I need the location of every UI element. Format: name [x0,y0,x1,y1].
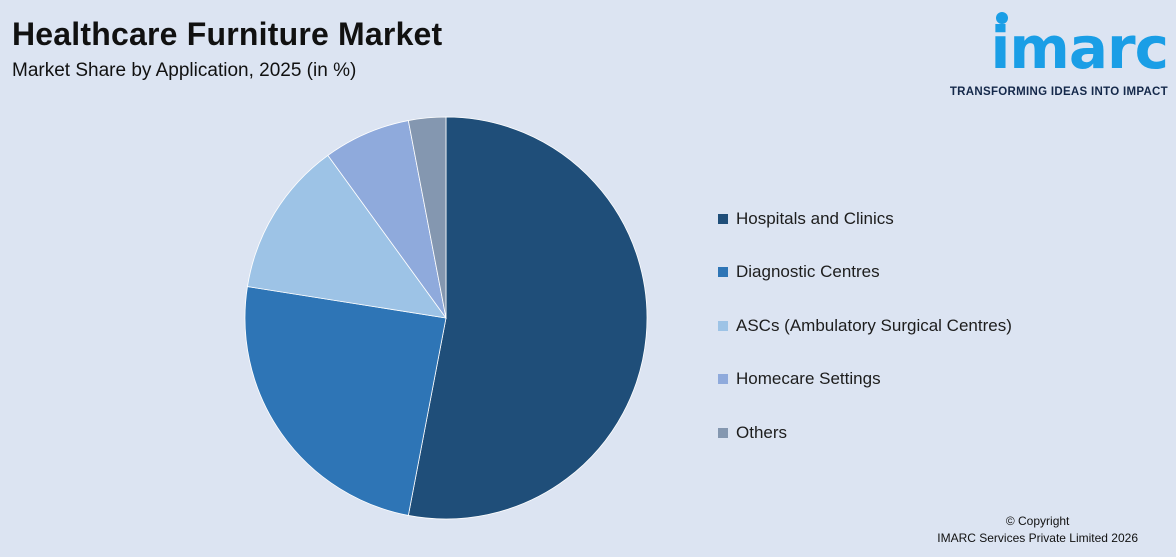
logo-wordmark: imarc [990,8,1169,88]
copyright-text: © Copyright [1005,514,1070,528]
pie-slice-others [407,116,447,319]
legend-label: Homecare Settings [736,369,881,389]
chart-legend: Hospitals and Clinics Diagnostic Centres A… [718,192,1012,460]
logo-dot-icon [995,12,1008,24]
pie-slice-ascs-ambulatory-surgical-centres [247,154,447,319]
pie-slice-diagnostic-centres [244,286,447,516]
legend-swatch [718,213,728,224]
legend-swatch [718,267,728,278]
legend-item: ASCs (Ambulatory Surgical Centres) [718,299,1012,353]
legend-item: Homecare Settings [718,353,1012,407]
legend-swatch [718,374,728,385]
logo-tagline: TRANSFORMING IDEAS INTO IMPACT [949,86,1168,98]
chart-subtitle: Market Share by Application, 2025 (in %) [12,60,357,81]
legend-item: Hospitals and Clinics [718,192,1012,246]
legend-swatch [718,427,728,438]
legend-label: ASCs (Ambulatory Surgical Centres) [736,315,1012,335]
legend-label: Others [736,422,788,442]
imarc-logo: imarc TRANSFORMING IDEAS INTO IMPACT [938,8,1169,98]
footer: © Copyright IMARC Services Private Limit… [937,513,1138,547]
legend-label: Diagnostic Centres [736,262,880,282]
company-text: IMARC Services Private Limited 2026 [937,531,1138,545]
legend-item: Others [718,406,1012,460]
legend-swatch [718,320,728,331]
legend-item: Diagnostic Centres [718,246,1012,300]
legend-label: Hospitals and Clinics [736,208,894,228]
pie-slice-hospitals-and-clinics [407,116,648,520]
chart-title: Healthcare Furniture Market [12,16,443,52]
logo-wordmark-text: imarc [990,14,1169,82]
